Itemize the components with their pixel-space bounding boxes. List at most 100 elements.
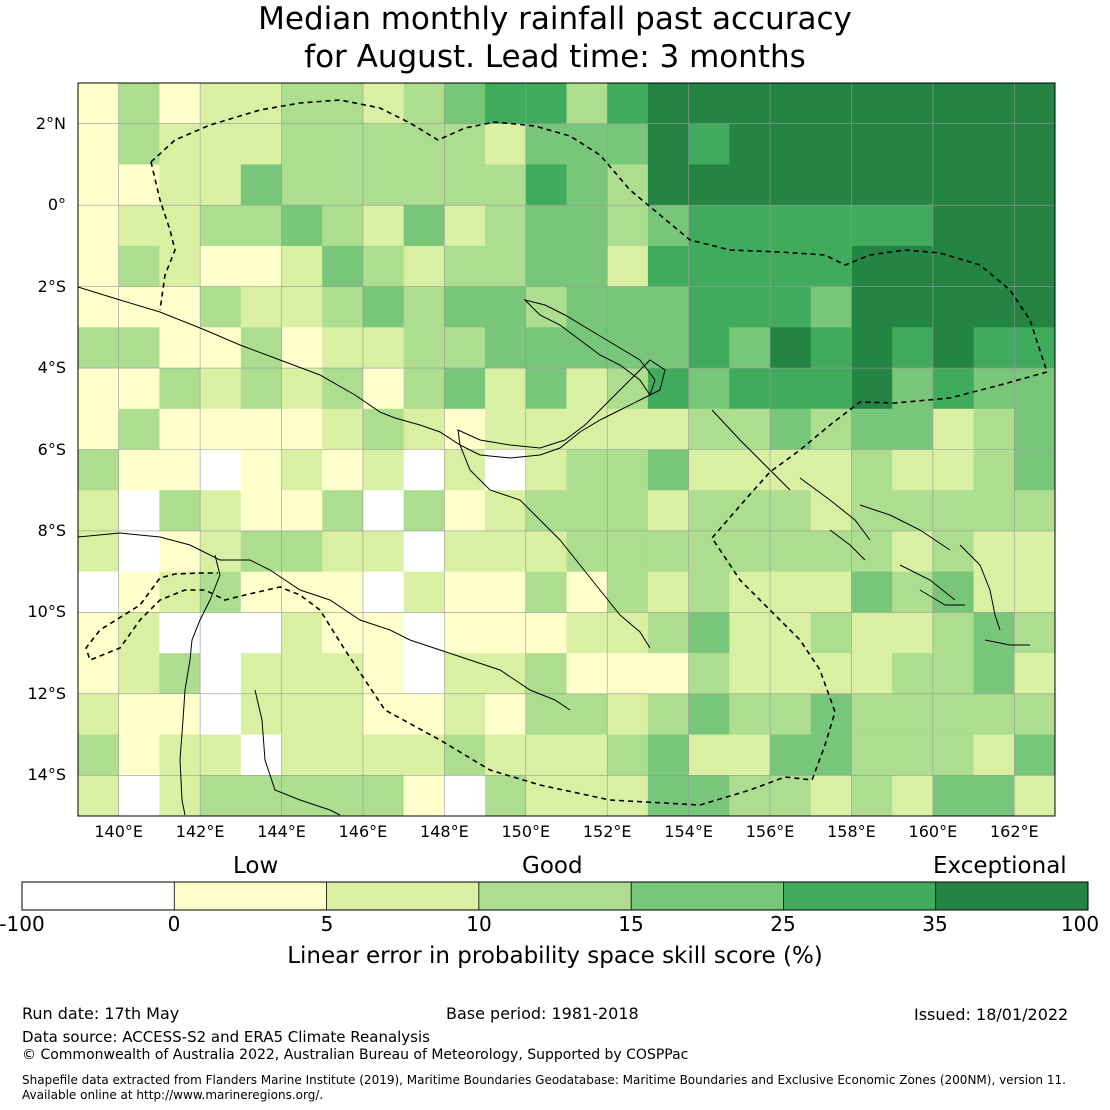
grid-cell: [525, 205, 567, 247]
grid-cell: [647, 205, 690, 247]
grid-cell: [607, 286, 649, 328]
grid-cell: [892, 612, 934, 654]
grid-cell: [281, 205, 323, 247]
grid-cell: [118, 653, 160, 695]
grid-cell: [159, 327, 201, 369]
grid-cell: [159, 653, 201, 695]
grid-cell: [932, 612, 975, 654]
grid-cell: [403, 571, 445, 613]
grid-cell: [566, 571, 608, 613]
grid-cell: [240, 693, 283, 736]
grid-cell: [159, 205, 201, 247]
grid-cell: [240, 408, 283, 450]
grid-cell: [810, 123, 852, 165]
grid-cell: [403, 734, 445, 776]
grid-cell: [281, 123, 323, 165]
grid-cell: [851, 245, 893, 288]
category-good: Good: [522, 853, 583, 879]
grid-cell: [851, 449, 893, 491]
copyright: © Commonwealth of Australia 2022, Austra…: [22, 1047, 689, 1063]
colorbar-tick: 10: [466, 912, 492, 936]
eez-boundary: [85, 99, 1049, 806]
grid-cell: [607, 83, 649, 125]
colorbar-tick: 100: [1060, 912, 1100, 936]
grid-cell: [525, 245, 567, 288]
grid-cell: [729, 408, 771, 450]
longitude-label: 154°E: [664, 822, 713, 841]
grid-cell: [78, 571, 120, 613]
shapefile-credit-1: Shapefile data extracted from Flanders M…: [22, 1073, 1066, 1087]
grid-cell: [770, 530, 812, 573]
grid-cell: [362, 123, 405, 165]
grid-cell: [403, 368, 445, 410]
grid-cell: [118, 775, 160, 817]
grid-cell: [200, 408, 242, 450]
grid-cell: [688, 327, 730, 369]
grid-cell: [240, 775, 283, 817]
latitude-label: 6°S: [37, 439, 66, 459]
grid-cell: [403, 123, 445, 165]
grid-cell: [485, 408, 527, 450]
grid-cell: [362, 449, 405, 491]
grid-cell: [444, 612, 486, 654]
grid-cell: [932, 571, 975, 613]
grid-cell: [973, 368, 1015, 410]
map-title-line1: Median monthly rainfall past accuracy: [258, 1, 852, 37]
grid-cell: [810, 286, 852, 328]
grid-cell: [200, 693, 242, 736]
grid-cell: [932, 205, 975, 247]
grid-cell: [770, 653, 812, 695]
grid-cell: [281, 490, 323, 532]
grid-cell: [525, 530, 567, 573]
grid-cell: [78, 327, 120, 369]
grid-cell: [770, 490, 812, 532]
coastlines: [77, 286, 1030, 816]
grid-cell: [200, 327, 242, 369]
grid-cell: [322, 164, 364, 206]
grid-cell: [118, 530, 160, 573]
grid-cell: [281, 612, 323, 654]
grid-cell: [607, 408, 649, 450]
grid-cell: [525, 693, 567, 736]
grid-cell: [647, 530, 690, 573]
base-period: Base period: 1981-2018: [446, 1004, 639, 1023]
grid-cell: [892, 775, 934, 817]
grid-cell: [973, 693, 1015, 736]
solomon-islands-coastline: [711, 409, 1030, 646]
grid-cell: [444, 530, 486, 573]
grid-cell: [118, 734, 160, 776]
grid-cell: [647, 327, 690, 369]
grid-cell: [78, 83, 120, 125]
new-guinea-coastline: [77, 286, 651, 711]
category-exceptional: Exceptional: [933, 853, 1067, 879]
grid-cell: [159, 245, 201, 288]
shapefile-credit-2: Available online at http://www.marinereg…: [22, 1088, 324, 1102]
grid-cell: [607, 612, 649, 654]
grid-cell: [159, 164, 201, 206]
grid-cell: [485, 123, 527, 165]
grid-cell: [607, 490, 649, 532]
grid-cell: [159, 612, 201, 654]
map-title-line2: for August. Lead time: 3 months: [304, 39, 806, 75]
grid-cell: [525, 571, 567, 613]
grid-cell: [1014, 612, 1056, 654]
grid-cell: [403, 245, 445, 288]
grid-cell: [118, 245, 160, 288]
grid-cell: [729, 775, 771, 817]
grid-cell: [973, 245, 1015, 288]
grid-cell: [159, 775, 201, 817]
grid-cell: [281, 775, 323, 817]
grid-cell: [566, 286, 608, 328]
grid-cell: [607, 368, 649, 410]
grid-cell: [647, 286, 690, 328]
grid-cell: [159, 530, 201, 573]
longitude-label: 144°E: [257, 822, 306, 841]
grid-cell: [200, 286, 242, 328]
grid-cell: [810, 612, 852, 654]
grid-cell: [810, 245, 852, 288]
colorbar-frame: [21, 881, 1089, 911]
grid-cell: [770, 327, 812, 369]
grid-cell: [729, 530, 771, 573]
grid-cell: [932, 775, 975, 817]
grid-cell: [281, 653, 323, 695]
